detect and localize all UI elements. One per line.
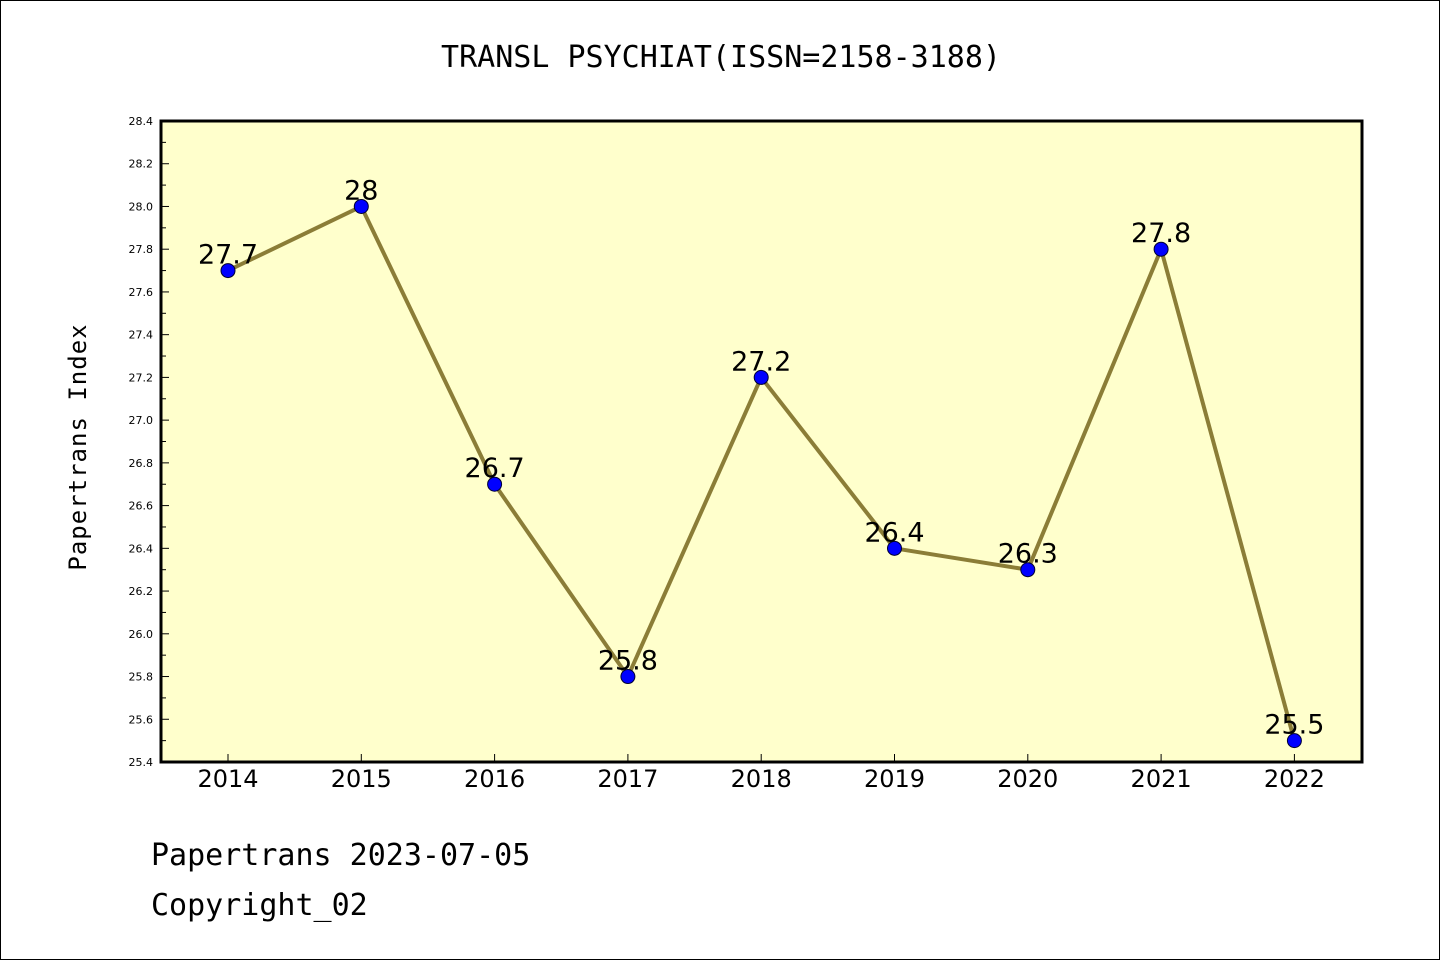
data-point-label: 27.7: [198, 240, 258, 271]
footer-date: Papertrans 2023-07-05: [151, 838, 530, 873]
data-labels: 27.7 28 26.7 25.8 27.2 26.4 26.3 27.8 25.5: [198, 175, 1325, 740]
data-point-label: 26.3: [998, 539, 1058, 570]
y-tick-label: 28.0: [129, 200, 154, 213]
data-point-marker: [1153, 241, 1169, 257]
data-point-marker: [353, 198, 369, 214]
y-tick-label: 27.8: [129, 243, 154, 256]
data-point-label: 28: [344, 175, 378, 206]
data-point-marker: [1286, 733, 1302, 749]
x-tick-label: 2017: [597, 765, 658, 793]
y-tick-label: 26.0: [129, 628, 154, 641]
y-tick-label: 27.4: [129, 329, 154, 342]
x-tick-label: 2014: [197, 765, 258, 793]
data-point-label: 27.8: [1131, 218, 1191, 249]
data-point-label: 26.4: [864, 517, 924, 548]
y-tick-label: 26.2: [129, 585, 154, 598]
x-tick-label: 2021: [1131, 765, 1192, 793]
y-axis-ticks: 25.4 25.6 25.8 26.0 26.2 26.4 26.6 26.8 27.0 27.2…: [129, 115, 169, 769]
data-point-label: 25.8: [598, 646, 658, 677]
data-point-marker: [487, 476, 503, 492]
x-tick-label: 2018: [731, 765, 792, 793]
x-tick-label: 2015: [331, 765, 392, 793]
y-tick-label: 25.4: [129, 756, 154, 769]
data-point-marker: [1020, 562, 1036, 578]
y-tick-label: 27.6: [129, 286, 154, 299]
data-point-label: 26.7: [465, 453, 525, 484]
chart-title: TRANSL PSYCHIAT(ISSN=2158-3188): [441, 40, 1001, 75]
data-point-marker: [620, 669, 636, 685]
data-point-label: 25.5: [1264, 710, 1324, 741]
x-tick-label: 2020: [997, 765, 1058, 793]
y-axis-label: Papertrans Index: [64, 323, 92, 570]
x-tick-label: 2016: [464, 765, 525, 793]
series-markers: [220, 198, 1302, 749]
y-tick-label: 27.0: [129, 414, 154, 427]
y-tick-label: 26.4: [129, 542, 154, 555]
x-tick-label: 2022: [1264, 765, 1325, 793]
y-tick-label: 28.2: [129, 158, 154, 171]
y-tick-label: 28.4: [129, 115, 154, 128]
x-tick-label: 2019: [864, 765, 925, 793]
y-tick-label: 27.2: [129, 371, 154, 384]
data-point-marker: [753, 369, 769, 385]
data-point-marker: [220, 263, 236, 279]
y-tick-label: 25.6: [129, 713, 154, 726]
data-point-marker: [887, 540, 902, 556]
plot-area: [159, 119, 1364, 764]
y-tick-label: 26.8: [129, 457, 154, 470]
footer-copyright: Copyright_02: [151, 888, 368, 923]
data-point-label: 27.2: [731, 346, 791, 377]
y-tick-label: 25.8: [129, 671, 154, 684]
x-axis-ticks: 2014 2015 2016 2017 2018 2019 2020 2021 2022: [197, 754, 1325, 793]
y-tick-label: 26.6: [129, 500, 154, 513]
